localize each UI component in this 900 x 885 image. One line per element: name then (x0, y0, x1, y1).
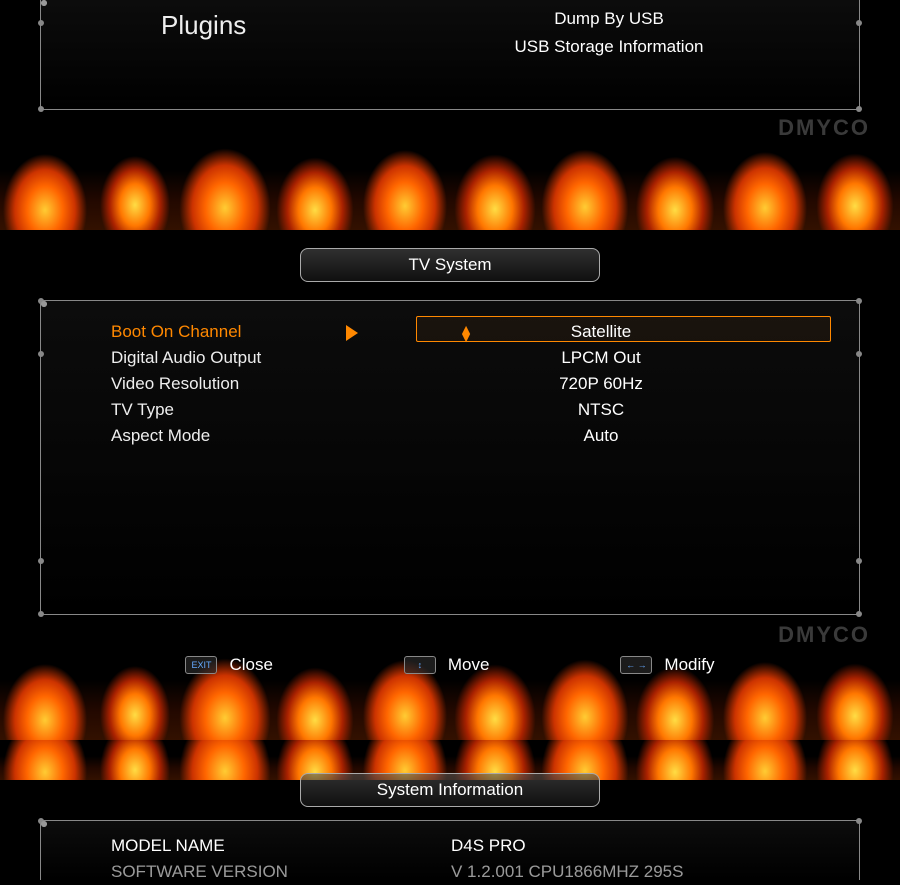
setting-value: Auto (371, 426, 831, 446)
setting-label: Aspect Mode (111, 426, 371, 446)
menu-item-dump-usb[interactable]: Dump By USB (419, 5, 799, 33)
modify-icon: ← → (620, 656, 652, 674)
brand-watermark: DMYCO (778, 622, 870, 648)
flame-decoration (0, 130, 900, 230)
setting-value: Satellite (571, 322, 631, 341)
usb-menu: Dump By USB USB Storage Information (419, 5, 799, 61)
setting-label: Digital Audio Output (111, 348, 371, 368)
updown-icon: ▲▼ (459, 325, 473, 341)
plugins-title: Plugins (161, 10, 246, 41)
sysinfo-label: SOFTWARE VERSION (111, 859, 451, 885)
sysinfo-list: MODEL NAME D4S PRO SOFTWARE VERSION V 1.… (111, 833, 831, 885)
tv-system-title: TV System (300, 248, 600, 282)
hint-label: Modify (664, 655, 714, 675)
menu-item-usb-storage-info[interactable]: USB Storage Information (419, 33, 799, 61)
setting-value: LPCM Out (371, 348, 831, 368)
sysinfo-label: MODEL NAME (111, 833, 451, 859)
hint-label: Close (229, 655, 272, 675)
hint-close: EXIT Close (185, 655, 272, 675)
setting-aspect-mode[interactable]: Aspect Mode Auto (111, 423, 831, 449)
setting-value: NTSC (371, 400, 831, 420)
move-icon: ↕ (404, 656, 436, 674)
sysinfo-row-software: SOFTWARE VERSION V 1.2.001 CPU1866MHZ 29… (111, 859, 831, 885)
hint-move: ↕ Move (404, 655, 490, 675)
setting-boot-on-channel[interactable]: Boot On Channel Satellite ▲▼ (111, 319, 831, 345)
plugins-panel: Plugins Dump By USB USB Storage Informat… (40, 0, 860, 110)
selector-arrow-icon (346, 325, 358, 341)
setting-video-resolution[interactable]: Video Resolution 720P 60Hz (111, 371, 831, 397)
settings-list: Boot On Channel Satellite ▲▼ Digital Aud… (111, 319, 831, 449)
brand-watermark: DMYCO (778, 115, 870, 141)
setting-label: Video Resolution (111, 374, 371, 394)
hint-label: Move (448, 655, 490, 675)
button-hints: EXIT Close ↕ Move ← → Modify (0, 655, 900, 675)
setting-digital-audio-output[interactable]: Digital Audio Output LPCM Out (111, 345, 831, 371)
exit-icon: EXIT (185, 656, 217, 674)
setting-label: Boot On Channel (111, 322, 371, 342)
system-info-title: System Information (300, 773, 600, 807)
tv-system-panel: Boot On Channel Satellite ▲▼ Digital Aud… (40, 300, 860, 615)
sysinfo-value: D4S PRO (451, 833, 831, 859)
hint-modify: ← → Modify (620, 655, 714, 675)
setting-tv-type[interactable]: TV Type NTSC (111, 397, 831, 423)
system-info-panel: MODEL NAME D4S PRO SOFTWARE VERSION V 1.… (40, 820, 860, 880)
sysinfo-value: V 1.2.001 CPU1866MHZ 295S (451, 859, 831, 885)
setting-value: 720P 60Hz (371, 374, 831, 394)
sysinfo-row-model: MODEL NAME D4S PRO (111, 833, 831, 859)
setting-label: TV Type (111, 400, 371, 420)
